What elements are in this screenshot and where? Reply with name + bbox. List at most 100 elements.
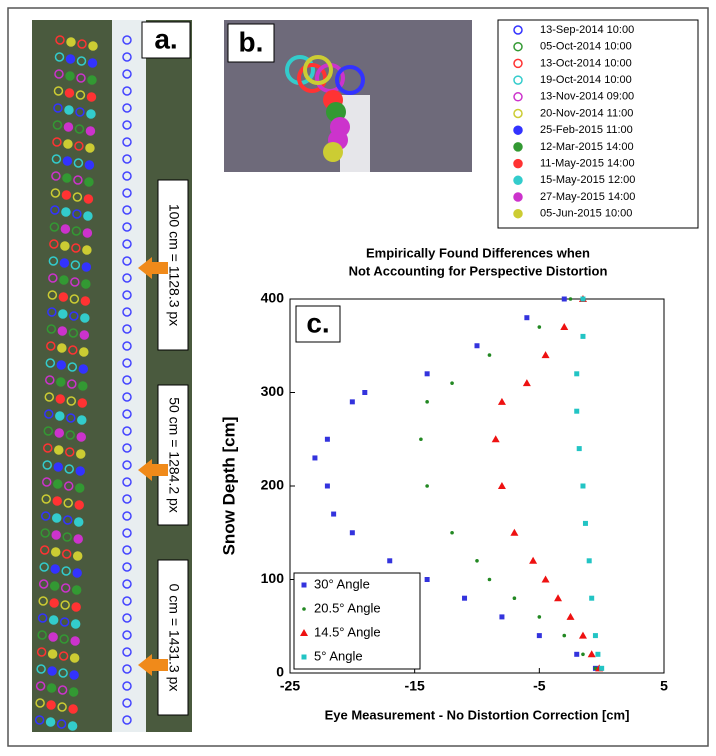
- photo-marker: [76, 432, 87, 442]
- photo-marker: [69, 653, 80, 663]
- label-box: [227, 23, 275, 63]
- legend-marker: [301, 582, 307, 588]
- photo-marker: [73, 158, 84, 168]
- annotation: 100 cm = 1128.3 px: [166, 204, 182, 326]
- photo-marker: [41, 494, 51, 504]
- point: [324, 436, 330, 442]
- photo-marker: [76, 73, 86, 83]
- photo-marker: [74, 141, 84, 151]
- photo-marker: [64, 464, 74, 474]
- photo-marker: [61, 207, 71, 217]
- y-tick-label: 200: [261, 477, 285, 493]
- photo-marker: [65, 430, 76, 440]
- stake-marker: [122, 103, 132, 113]
- photo-marker: [65, 54, 76, 64]
- photo-marker: [58, 668, 68, 678]
- legend-marker: [513, 41, 523, 52]
- point: [475, 559, 479, 563]
- photo-marker: [74, 500, 84, 510]
- x-axis-label: Eye Measurement - No Distortion Correcti…: [325, 707, 630, 722]
- legend-marker: [301, 654, 307, 660]
- photo-marker: [64, 88, 75, 98]
- photo-marker: [74, 483, 85, 493]
- stake-marker: [122, 239, 132, 249]
- stake-marker: [122, 52, 132, 62]
- photo-marker: [85, 143, 95, 153]
- stake-marker: [122, 443, 132, 453]
- photo-marker: [83, 211, 93, 221]
- legend-box: [497, 19, 699, 229]
- photo-marker: [54, 428, 65, 438]
- photo-marker: [72, 551, 83, 561]
- photo-marker: [73, 534, 83, 544]
- point: [425, 400, 429, 404]
- legend: 13-Sep-2014 10:00 05-Oct-2014 10:00 13-Oct…: [513, 24, 635, 220]
- photo-marker: [71, 602, 81, 612]
- photo-marker: [60, 224, 71, 234]
- photo-marker: [82, 228, 93, 238]
- stake-marker: [122, 698, 132, 708]
- photo-marker: [62, 532, 72, 542]
- legend-label: 05-Jun-2015 10:00: [540, 208, 632, 220]
- panel-label: a.: [154, 23, 177, 54]
- photo-marker: [57, 343, 67, 353]
- x-tick-label: -15: [405, 678, 425, 694]
- photo-marker: [303, 55, 333, 85]
- x-tick-label: -5: [533, 678, 546, 694]
- photo-marker: [79, 330, 90, 340]
- legend-label: 12-Mar-2015 14:00: [540, 141, 634, 153]
- photo-marker: [65, 447, 75, 457]
- photo-marker: [43, 443, 53, 453]
- legend-label: 30° Angle: [314, 576, 370, 591]
- photo-marker: [87, 58, 98, 68]
- stake-marker: [122, 256, 132, 266]
- photo-marker: [59, 634, 69, 644]
- photo-marker: [45, 375, 55, 385]
- point: [450, 381, 454, 385]
- photo-marker: [71, 226, 82, 236]
- legend-label: 20-Nov-2014 11:00: [540, 107, 633, 119]
- legend-marker: [513, 75, 523, 85]
- photo-marker: [80, 296, 91, 306]
- legend-label: 15-May-2015 12:00: [540, 174, 635, 186]
- x-tick-label: -25: [280, 678, 300, 694]
- photo-marker: [39, 545, 50, 555]
- photo-marker: [72, 568, 82, 578]
- stake-marker: [122, 579, 132, 589]
- photo-marker: [50, 564, 60, 574]
- photo-marker: [67, 362, 78, 372]
- point: [487, 353, 492, 357]
- photo-marker: [85, 126, 96, 136]
- stake-marker: [122, 562, 132, 572]
- point: [331, 511, 337, 517]
- photo-marker: [44, 392, 55, 402]
- photo-marker: [62, 173, 72, 183]
- stake-marker: [122, 630, 132, 640]
- stake-marker: [122, 664, 132, 674]
- photo-marker: [65, 71, 75, 81]
- stake-marker: [122, 715, 132, 725]
- photo-marker: [39, 562, 49, 572]
- annotation-box: [157, 559, 189, 716]
- stake-marker: [122, 375, 132, 385]
- point: [474, 343, 480, 349]
- stake-marker: [122, 647, 132, 657]
- arrow: [138, 459, 168, 481]
- panel-label: b.: [239, 26, 264, 57]
- photo-marker: [83, 194, 94, 204]
- photo-marker: [66, 37, 76, 47]
- point: [387, 558, 393, 564]
- stake-marker: [122, 358, 132, 368]
- photo-marker: [43, 426, 54, 436]
- point: [536, 633, 542, 639]
- photo-marker: [66, 413, 76, 423]
- photo-marker: [57, 326, 68, 336]
- photo-marker: [77, 398, 88, 408]
- stake-marker: [122, 86, 132, 96]
- photo-marker: [68, 328, 79, 338]
- legend-label: 20.5° Angle: [314, 600, 381, 615]
- point: [497, 482, 506, 489]
- photo-marker: [52, 479, 63, 489]
- photo-marker: [50, 547, 61, 557]
- photo-marker: [63, 481, 74, 491]
